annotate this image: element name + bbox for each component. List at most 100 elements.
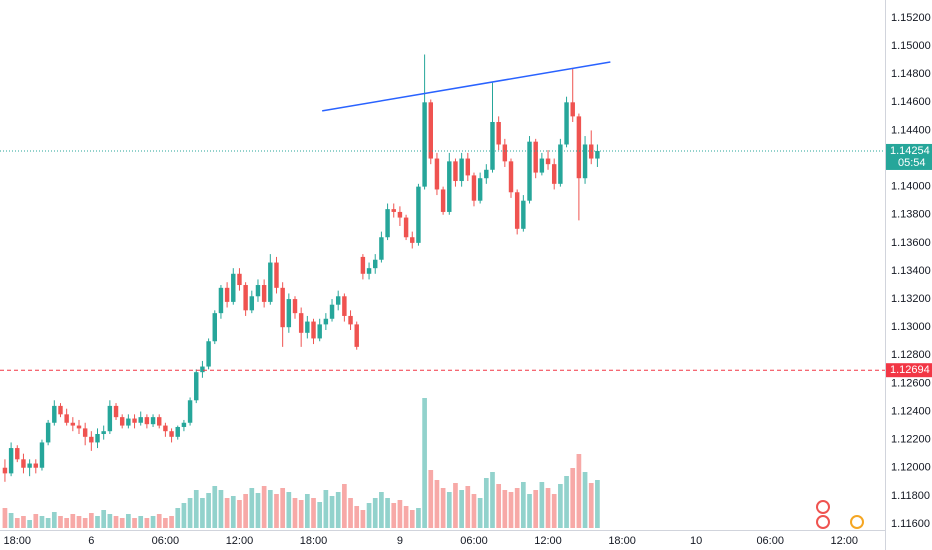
candle-body — [539, 158, 545, 173]
y-tick-label: 1.14000 — [891, 181, 931, 193]
volume-bar — [490, 472, 495, 528]
volume-bar — [95, 516, 100, 528]
volume-bar — [274, 494, 279, 528]
candle-body — [243, 285, 248, 311]
candle-body — [292, 299, 298, 314]
volume-bar — [496, 484, 502, 528]
volume-bar — [539, 482, 545, 528]
candle-body — [502, 144, 508, 162]
x-tick-label: 06:00 — [460, 535, 488, 547]
volume-bar — [403, 506, 409, 528]
candle-body — [33, 463, 39, 468]
volume-bar — [113, 516, 119, 528]
volume-bar — [483, 478, 489, 528]
y-tick-label: 1.13000 — [891, 321, 931, 333]
candle-body — [533, 141, 538, 173]
alert-tag — [886, 363, 932, 378]
y-tick-label: 1.11800 — [891, 490, 930, 502]
candle-body — [132, 418, 137, 423]
candle-body — [323, 318, 329, 325]
volume-bar — [206, 493, 211, 528]
volume-bar — [576, 454, 582, 528]
candle-body — [157, 417, 162, 426]
volume-bar — [181, 503, 187, 528]
x-tick-label: 10 — [690, 535, 702, 547]
y-tick-label: 1.12800 — [891, 349, 931, 361]
x-tick-label: 12:00 — [831, 535, 859, 547]
y-tick-label: 1.15200 — [891, 12, 931, 24]
volume-bar — [477, 498, 483, 528]
candle-body — [471, 175, 477, 201]
candle-body — [82, 428, 88, 437]
volume-bar — [428, 470, 434, 528]
volume-bar — [280, 488, 286, 528]
candle-body — [373, 259, 378, 269]
volume-bar — [416, 508, 421, 528]
y-tick-label: 1.13400 — [891, 265, 931, 277]
x-tick-label: 18:00 — [608, 535, 636, 547]
candle-body — [2, 467, 8, 474]
volume-bar — [58, 516, 63, 528]
volume-bar — [582, 472, 588, 528]
volume-bar — [64, 518, 69, 528]
volume-bar — [237, 500, 242, 528]
y-tick-label: 1.12400 — [891, 405, 931, 417]
candle-body — [366, 268, 372, 274]
volume-bar — [76, 516, 82, 528]
volume-bar — [335, 492, 341, 528]
volume-bar — [323, 490, 329, 528]
candle-body — [385, 209, 390, 238]
candle-body — [21, 459, 26, 468]
candle-body — [453, 161, 458, 182]
candle-body — [570, 102, 575, 117]
volume-bar — [2, 508, 8, 528]
candle-body — [335, 296, 341, 305]
candle-body — [551, 164, 557, 184]
volume-bar — [379, 492, 384, 528]
candle-body — [410, 237, 415, 243]
volume-bar — [200, 498, 205, 528]
y-tick-label: 1.15000 — [891, 40, 931, 52]
volume-bar — [533, 490, 539, 528]
volume-bar — [8, 513, 14, 528]
volume-bar — [588, 483, 594, 528]
candle-body — [545, 158, 551, 165]
candle-body — [397, 211, 403, 218]
candle-body — [89, 436, 94, 443]
candle-body — [255, 285, 261, 297]
current-price-tag — [886, 143, 932, 170]
volume-bar — [304, 494, 310, 528]
volume-bar — [527, 494, 532, 528]
candle-body — [101, 431, 106, 435]
volume-bar — [255, 493, 261, 528]
candle-body — [496, 121, 501, 145]
volume-bar — [317, 502, 323, 528]
volume-bar — [551, 494, 557, 528]
volume-bar — [193, 490, 199, 528]
x-tick-label: 12:00 — [226, 535, 254, 547]
candle-body — [39, 442, 45, 468]
candle-body — [107, 405, 113, 432]
candle-body — [58, 405, 63, 415]
volume-bar — [397, 500, 403, 528]
event-icon[interactable] — [850, 515, 864, 529]
volume-bar — [218, 490, 224, 528]
volume-bar — [366, 503, 372, 528]
volume-bar — [82, 518, 88, 528]
volume-bar — [14, 518, 20, 528]
x-tick-label: 18:00 — [300, 535, 328, 547]
volume-bar — [521, 482, 526, 528]
event-icon[interactable] — [816, 500, 830, 514]
volume-bar — [354, 506, 360, 528]
event-icons — [816, 500, 864, 529]
candle-body — [484, 169, 489, 179]
volume-bar — [243, 494, 248, 528]
event-icon[interactable] — [816, 515, 830, 529]
candle-body — [360, 256, 366, 274]
trendline — [322, 61, 611, 112]
candle-body — [311, 321, 316, 339]
volume-bar — [440, 488, 446, 528]
candle-body — [113, 405, 119, 418]
